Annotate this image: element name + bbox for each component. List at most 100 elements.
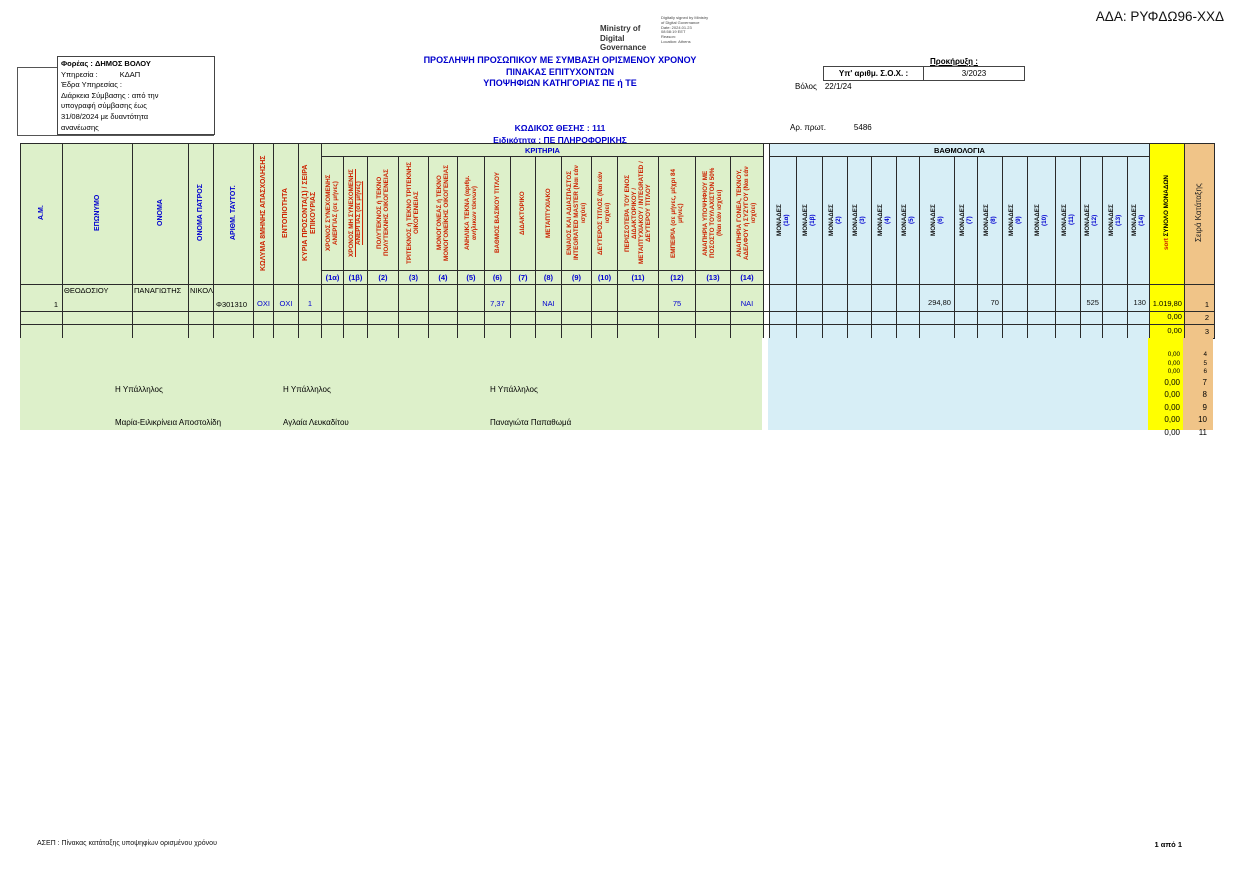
- ministry-logo-text: Ministry of Digital Governance: [600, 24, 646, 53]
- table-row: 0,00 2: [20, 311, 1215, 325]
- cell-total: 0,00: [1148, 311, 1185, 325]
- criteria-header-(8): ΜΕΤΑΠΤΥΧΙΑΚΟ: [534, 156, 562, 271]
- cell-criteria-9: [560, 324, 592, 339]
- title-line2: ΠΙΝΑΚΑΣ ΕΠΙΤΥΧΟΝΤΩΝ: [506, 66, 614, 77]
- cell-criteria-8: [534, 324, 562, 339]
- col-header-3: ΟΝΟΜΑ ΠΑΤΡΟΣ: [188, 143, 214, 285]
- monades-header-(5): ΜΟΝΑΔΕΣ (5): [895, 156, 920, 285]
- cell-monades-0: [768, 311, 797, 325]
- ada-code: ΑΔΑ: ΡΥΦΔΩ96-ΧΧΔ: [1095, 9, 1224, 24]
- overflow-rank: 9: [1202, 402, 1207, 412]
- cell-criteria-4: [427, 284, 458, 312]
- cell-criteria-7: [509, 324, 536, 339]
- monades-header-(1α): ΜΟΝΑΔΕΣ (1α): [768, 156, 797, 285]
- cell-criteria-13: [694, 311, 731, 325]
- monades-header-(8): ΜΟΝΑΔΕΣ (8): [976, 156, 1003, 285]
- cell-rank: 2: [1183, 311, 1215, 325]
- cell-criteria-1: [342, 311, 368, 325]
- digsig-line: of Digital Governance: [661, 19, 700, 25]
- criteria-num-(4): (4): [427, 270, 458, 285]
- criteria-num-(12): (12): [657, 270, 696, 285]
- org-line-foreas: Φορέας : ΔΗΜΟΣ ΒΟΛΟΥ: [61, 59, 151, 68]
- cell-criteria-10: [590, 284, 618, 312]
- cell-criteria-3: [397, 284, 429, 312]
- cell-criteria-0: [320, 311, 344, 325]
- cell-criteria-3: [397, 311, 429, 325]
- soh-value: 3/2023: [961, 69, 987, 78]
- overflow-rank-column: 4 5 6 7 8 9 10 11: [1183, 338, 1213, 437]
- col-header-2: ΟΝΟΜΑ: [132, 143, 189, 285]
- overflow-rank: 11: [1198, 427, 1207, 437]
- ranking-table-wrap: Α.Μ. ΕΠΩΝΥΜΟ ΟΝΟΜΑ ΟΝΟΜΑ ΠΑΤΡΟΣ ΑΡΙΘΜ. ΤΑΥΤΟ…: [20, 143, 1215, 339]
- cell-monades-0: [768, 324, 797, 339]
- cell-monades-0: [768, 284, 797, 312]
- cell-monades-3: [846, 284, 872, 312]
- page-number: 1 από 1: [1154, 840, 1182, 849]
- cell-surname: [62, 311, 133, 325]
- cell-criteria-10: [590, 311, 618, 325]
- cell-criteria-5: [456, 324, 485, 339]
- cell-criteria-2: [366, 284, 399, 312]
- cell-monades-14: [1126, 311, 1150, 325]
- col-header-4: ΑΡΙΘΜ. ΤΑΥΤΟΤ.: [212, 143, 254, 285]
- cell-monades-1: [795, 311, 823, 325]
- criteria-header-(9): ΕΝΙΑΙΟΣ ΚΑΙ ΑΔΙΑΣΠΑΣΤΟΣ INTEGRATED MASTE…: [560, 156, 592, 271]
- overflow-total: 0,00: [1164, 390, 1180, 400]
- criteria-num-(3): (3): [397, 270, 429, 285]
- overflow-green-area: [20, 338, 762, 430]
- criteria-header-(11): ΠΕΡΙΣΣΟΤΕΡΑ ΤΟΥ ΕΝΟΣ ΔΙΔΑΚΤΟΡΙΚΟΥ / ΜΕΤΑ…: [616, 156, 659, 271]
- criteria-num-(7): (7): [509, 270, 536, 285]
- signature-role-2: Η Υπάλληλος: [283, 385, 331, 394]
- digsig-line: 08:58:19 EET: [661, 29, 686, 35]
- cell-kyria: [297, 324, 322, 339]
- criteria-header-(7): ΔΙΔΑΚΤΟΡΙΚΟ: [509, 156, 536, 271]
- col-header-5: ΚΩΛΥΜΑ 8ΜΗΝΗΣ ΑΠΑΣΧΟΛΗΣΗΣ: [252, 143, 274, 285]
- title-line1: ΠΡΟΣΛΗΨΗ ΠΡΟΣΩΠΙΚΟΥ ΜΕ ΣΥΜΒΑΣΗ ΟΡΙΣΜΕΝΟΥ…: [423, 55, 697, 65]
- cell-monades-7: [953, 324, 978, 339]
- cell-criteria-0: [320, 284, 344, 312]
- monades-header-(10): ΜΟΝΑΔΕΣ (10): [1026, 156, 1056, 285]
- cell-criteria-6: 7,37: [483, 284, 511, 312]
- cell-criteria-2: [366, 324, 399, 339]
- criteria-num-(11): (11): [616, 270, 659, 285]
- cell-monades-7: [953, 284, 978, 312]
- cell-criteria-8: ΝΑΙ: [534, 284, 562, 312]
- cell-criteria-9: [560, 311, 592, 325]
- col-header-0: Α.Μ.: [20, 143, 63, 285]
- date: 22/1/24: [824, 82, 852, 91]
- cell-monades-14: [1126, 324, 1150, 339]
- cell-total: 1.019,80: [1148, 284, 1185, 312]
- cell-monades-5: [895, 311, 920, 325]
- cell-monades-12: [1079, 311, 1103, 325]
- cell-criteria-5: [456, 284, 485, 312]
- table-row: 0,00 3: [20, 324, 1215, 339]
- kritiria-band: ΚΡΙΤΗΡΙΑ: [320, 143, 764, 157]
- criteria-num-(8): (8): [534, 270, 562, 285]
- overflow-total: 0,00: [1164, 427, 1180, 437]
- cell-monades-3: [846, 324, 872, 339]
- ministry-line: Ministry of: [600, 24, 641, 33]
- cell-criteria-9: [560, 284, 592, 312]
- monades-header-(1β): ΜΟΝΑΔΕΣ (1β): [795, 156, 823, 285]
- criteria-header-(4): ΜΟΝΟΓΟΝΕΑΣ ή ΤΕΚΝΟ ΜΟΝΟΓΟΝΕΪΚΗΣ ΟΙΚΟΓΕΝΕ…: [427, 156, 458, 271]
- criteria-header-(3): ΤΡΙΤΕΚΝΟΣ ή ΤΕΚΝΟ ΤΡΙΤΕΚΝΗΣ ΟΙΚΟΓΕΝΕΙΑΣ: [397, 156, 429, 271]
- cell-monades-8: [976, 311, 1003, 325]
- cell-monades-4: [870, 324, 897, 339]
- criteria-num-(1β): (1β): [342, 270, 368, 285]
- cell-am: [20, 311, 63, 325]
- cell-id: [212, 324, 254, 339]
- cell-monades-4: [870, 284, 897, 312]
- overflow-total: 0,00: [1167, 359, 1180, 367]
- digsig-line: Reason:: [661, 34, 676, 40]
- cell-criteria-12: [657, 324, 696, 339]
- criteria-num-(13): (13): [694, 270, 731, 285]
- cell-entopiotita: [272, 324, 299, 339]
- cell-am: 1: [20, 284, 63, 312]
- cell-monades-10: [1026, 284, 1056, 312]
- vathmologia-band: ΒΑΘΜΟΛΟΓΙΑ: [768, 143, 1150, 157]
- cell-criteria-1: [342, 324, 368, 339]
- cell-criteria-4: [427, 324, 458, 339]
- overflow-rank: 4: [1203, 351, 1207, 358]
- cell-criteria-3: [397, 324, 429, 339]
